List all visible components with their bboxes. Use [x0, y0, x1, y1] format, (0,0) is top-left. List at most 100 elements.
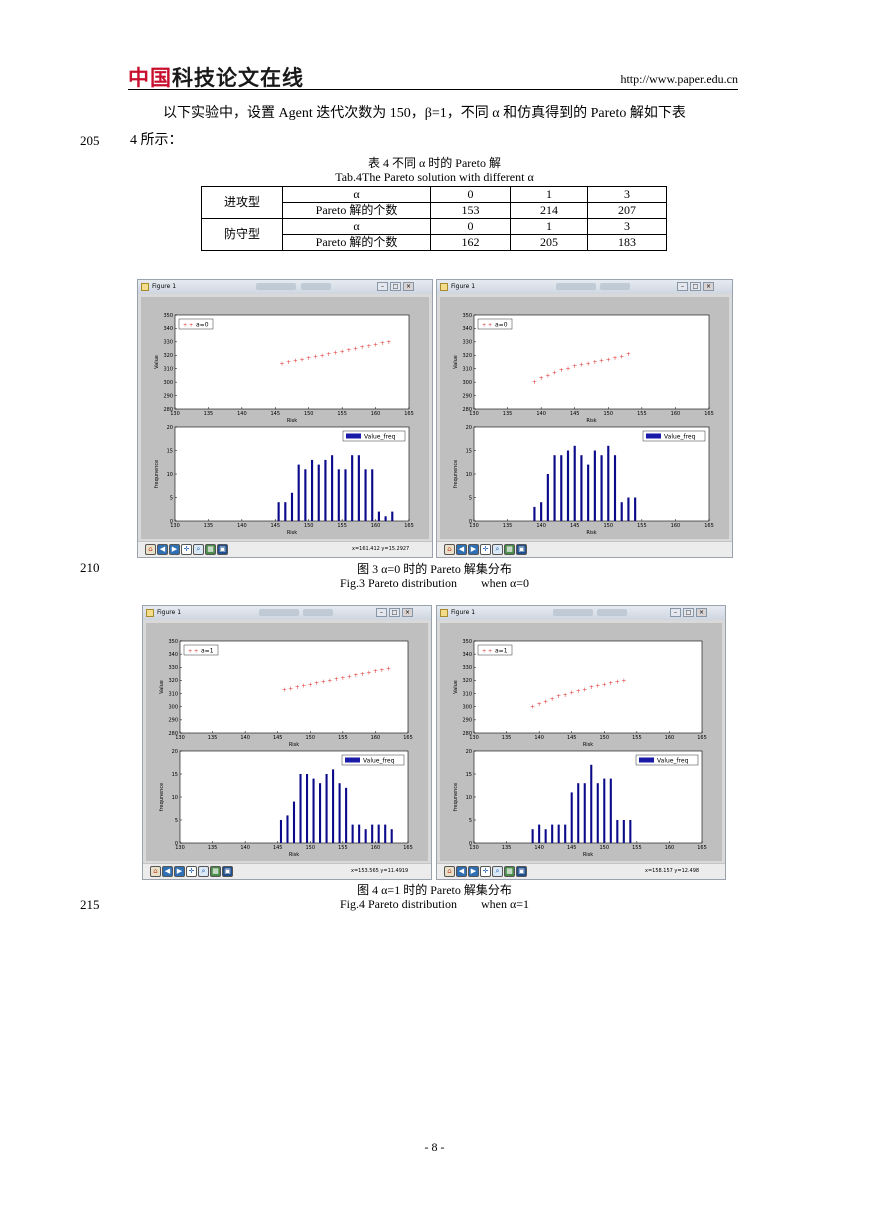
minimize-icon[interactable]: – [377, 282, 388, 291]
window-titlebar[interactable]: Figure 1 – □ × [437, 606, 725, 620]
forward-icon[interactable]: ▶ [468, 544, 479, 555]
x-axis-label: Risk [583, 852, 593, 858]
y-axis-label: Value [154, 355, 160, 369]
maximize-icon[interactable]: □ [683, 608, 694, 617]
save-icon[interactable]: ▣ [516, 866, 527, 877]
close-icon[interactable]: × [703, 282, 714, 291]
x-tick-label: 165 [403, 845, 413, 851]
zoom-icon[interactable]: ⌕ [492, 866, 503, 877]
y-tick-label: 20 [466, 749, 472, 755]
line-number-210: 210 [80, 560, 100, 575]
x-tick-label: 130 [170, 523, 180, 529]
legend-swatch [345, 757, 360, 763]
pan-icon[interactable]: ✛ [186, 866, 197, 877]
pan-icon[interactable]: ✛ [480, 866, 491, 877]
zoom-icon[interactable]: ⌕ [492, 544, 503, 555]
window-titlebar[interactable]: Figure 1 – □ × [437, 280, 732, 294]
y-tick-label: 20 [466, 425, 472, 431]
x-tick-label: 145 [271, 523, 281, 529]
maximize-icon[interactable]: □ [390, 282, 401, 291]
pan-icon[interactable]: ✛ [480, 544, 491, 555]
blurred-taskbar-item [300, 283, 331, 290]
histogram-bar [364, 469, 367, 521]
forward-icon[interactable]: ▶ [174, 866, 185, 877]
window-titlebar[interactable]: Figure 1 – □ × [143, 606, 431, 620]
legend-marker: + [183, 323, 187, 329]
home-icon[interactable]: ⌂ [444, 866, 455, 877]
x-tick-label: 145 [570, 411, 580, 417]
close-icon[interactable]: × [403, 282, 414, 291]
histogram-bar [312, 778, 315, 843]
back-icon[interactable]: ◀ [157, 544, 168, 555]
figure-window[interactable]: Figure 1– □ × 130 135 140 145 150 155 160 165 280 29… [137, 279, 433, 558]
subplots-icon[interactable]: ▦ [205, 544, 216, 555]
y-tick-label: 340 [462, 326, 472, 332]
table-cell: 207 [587, 202, 667, 219]
histogram-axes: 130 135 140 145 150 155 160 165 0 5 10 15 20 Risk freq… [154, 425, 414, 536]
histogram-bar [319, 783, 322, 843]
x-tick-label: 155 [637, 411, 647, 417]
forward-icon[interactable]: ▶ [468, 866, 479, 877]
y-tick-label: 0 [170, 519, 173, 525]
count-label: Pareto 解的个数 [282, 202, 431, 219]
save-icon[interactable]: ▣ [222, 866, 233, 877]
y-tick-label: 280 [168, 731, 178, 737]
histogram-bar [564, 824, 567, 843]
histogram-bar [544, 829, 547, 843]
alpha-label: α [282, 218, 431, 235]
figure-window[interactable]: Figure 1– □ × 130 135 140 145 150 155 160 165 280 29… [436, 279, 733, 558]
close-icon[interactable]: × [402, 608, 413, 617]
histogram-bar [297, 464, 300, 521]
histogram-bar [629, 820, 632, 843]
minimize-icon[interactable]: – [670, 608, 681, 617]
forward-icon[interactable]: ▶ [169, 544, 180, 555]
x-tick-label: 165 [704, 523, 714, 529]
y-tick-label: 300 [168, 705, 178, 711]
header-url[interactable]: http://www.paper.edu.cn [620, 72, 738, 86]
scatter-point: + [308, 681, 313, 688]
figure-window[interactable]: Figure 1– □ × 130 135 140 145 150 155 160 165 280 29… [436, 605, 726, 880]
save-icon[interactable]: ▣ [516, 544, 527, 555]
minimize-icon[interactable]: – [376, 608, 387, 617]
x-tick-label: 130 [469, 523, 479, 529]
x-tick-label: 140 [536, 523, 546, 529]
home-icon[interactable]: ⌂ [150, 866, 161, 877]
histogram-bar [292, 801, 296, 843]
x-tick-label: 160 [671, 411, 681, 417]
x-tick-label: 130 [175, 845, 185, 851]
zoom-icon[interactable]: ⌕ [198, 866, 209, 877]
subplots-icon[interactable]: ▦ [210, 866, 221, 877]
y-tick-label: 10 [172, 795, 178, 801]
back-icon[interactable]: ◀ [456, 544, 467, 555]
x-tick-label: 150 [306, 845, 316, 851]
zoom-icon[interactable]: ⌕ [193, 544, 204, 555]
plot-area [179, 640, 409, 734]
legend-marker: + [488, 323, 492, 329]
subplots-icon[interactable]: ▦ [504, 544, 515, 555]
maximize-icon[interactable]: □ [690, 282, 701, 291]
legend-label: a=0 [196, 322, 209, 329]
maximize-icon[interactable]: □ [389, 608, 400, 617]
pan-icon[interactable]: ✛ [181, 544, 192, 555]
back-icon[interactable]: ◀ [162, 866, 173, 877]
minimize-icon[interactable]: – [677, 282, 688, 291]
count-label: Pareto 解的个数 [282, 234, 431, 251]
back-icon[interactable]: ◀ [456, 866, 467, 877]
window-titlebar[interactable]: Figure 1 – □ × [138, 280, 432, 294]
home-icon[interactable]: ⌂ [444, 544, 455, 555]
legend-label: Value_freq [363, 758, 395, 765]
histogram-bar [371, 469, 374, 521]
histogram-bar [583, 783, 586, 843]
home-icon[interactable]: ⌂ [145, 544, 156, 555]
figure-window[interactable]: Figure 1– □ × 130 135 140 145 150 155 160 165 280 29… [142, 605, 432, 880]
close-icon[interactable]: × [696, 608, 707, 617]
save-icon[interactable]: ▣ [217, 544, 228, 555]
figure-svg: 130 135 140 145 150 155 160 1652802903003103203… [154, 313, 414, 536]
x-tick-label: 155 [632, 845, 642, 851]
plot-area [473, 314, 710, 410]
histogram-bar [546, 474, 549, 521]
y-tick-label: 340 [163, 326, 173, 332]
scatter-point: + [282, 687, 287, 694]
subplots-icon[interactable]: ▦ [504, 866, 515, 877]
table-cell: 0 [430, 218, 511, 235]
